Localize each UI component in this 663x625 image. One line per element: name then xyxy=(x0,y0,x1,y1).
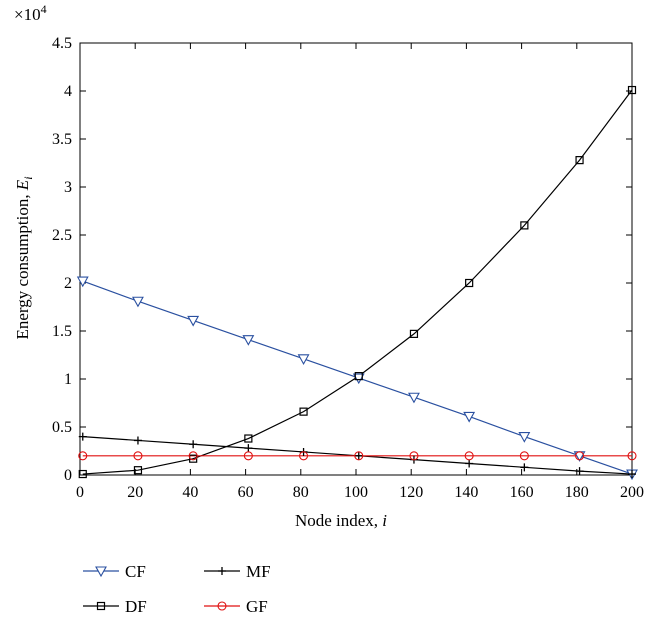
data-point-gf xyxy=(133,451,143,461)
x-tick-label: 120 xyxy=(399,484,423,501)
data-point-df xyxy=(299,407,308,416)
data-point-df xyxy=(78,469,87,479)
data-point-gf xyxy=(354,451,364,461)
data-point-mf xyxy=(189,440,198,449)
y-axis-multiplier: ×104 xyxy=(14,2,47,24)
y-tick-label: 4.5 xyxy=(52,35,72,52)
data-point-cf xyxy=(408,392,420,404)
legend-label-gf: GF xyxy=(246,597,268,616)
x-tick-label: 180 xyxy=(565,484,589,501)
data-point-mf xyxy=(78,432,87,441)
y-tick-label: 0.5 xyxy=(52,419,72,436)
data-point-cf xyxy=(242,335,255,346)
y-tick-label: 1.5 xyxy=(52,323,72,340)
data-point-gf xyxy=(627,451,637,461)
legend-label-df: DF xyxy=(125,597,147,616)
series-markers xyxy=(76,85,638,481)
data-point-df xyxy=(409,329,419,338)
data-point-cf xyxy=(297,354,310,365)
legend-label-mf: MF xyxy=(246,562,271,581)
x-tick-label: 100 xyxy=(344,484,368,501)
series-line-df xyxy=(82,89,633,475)
x-tick-label: 200 xyxy=(620,484,644,501)
data-point-df xyxy=(133,466,143,475)
data-point-df xyxy=(627,85,637,95)
data-point-cf xyxy=(187,315,200,327)
plot-frame xyxy=(79,42,633,476)
data-point-cf xyxy=(352,373,365,385)
plot-area xyxy=(79,42,633,476)
data-point-cf xyxy=(132,296,144,308)
data-point-cf xyxy=(76,276,89,288)
y-tick-label: 3.5 xyxy=(52,131,72,148)
x-axis-label: Node index, i xyxy=(295,511,387,530)
data-point-gf xyxy=(243,451,253,461)
x-tick-label: 60 xyxy=(238,484,254,501)
data-point-mf xyxy=(465,459,474,468)
legend-item-cf: CF xyxy=(83,562,146,581)
series-lines xyxy=(82,89,633,475)
y-tick-label: 3 xyxy=(64,179,72,196)
legend-item-mf: MF xyxy=(204,562,271,581)
legend-item-df: DF xyxy=(83,597,147,616)
data-point-mf xyxy=(575,467,584,476)
data-point-cf xyxy=(518,432,531,443)
data-point-mf xyxy=(520,463,529,472)
data-point-df xyxy=(354,372,363,381)
legend-marker-mf xyxy=(218,567,226,575)
y-axis-label: Energy consumption, Ei xyxy=(13,176,35,339)
x-tick-label: 140 xyxy=(454,484,478,501)
data-point-df xyxy=(465,278,474,288)
y-tick-label: 0 xyxy=(64,467,72,484)
data-point-df xyxy=(244,434,253,443)
data-point-gf xyxy=(78,451,88,461)
data-point-mf xyxy=(133,436,142,445)
legend-item-gf: GF xyxy=(204,597,268,616)
data-point-df xyxy=(575,156,584,165)
data-point-df xyxy=(520,221,529,230)
data-point-mf xyxy=(628,470,636,479)
y-tick-label: 2 xyxy=(64,275,72,292)
data-point-gf xyxy=(575,451,585,461)
axis-ticks: 0 20 40 60 80 100 120 140 160 180 200 0 0.5 1 1.5 2 2.5 3… xyxy=(52,35,644,501)
data-point-cf xyxy=(463,411,476,423)
legend-label-cf: CF xyxy=(125,562,146,581)
legend-marker-cf xyxy=(95,566,107,578)
data-point-mf xyxy=(354,451,363,460)
y-tick-label: 2.5 xyxy=(52,227,72,244)
x-tick-label: 0 xyxy=(76,484,84,501)
x-tick-label: 160 xyxy=(510,484,534,501)
data-point-gf xyxy=(188,451,198,461)
data-point-gf xyxy=(299,451,309,461)
x-tick-label: 40 xyxy=(182,484,198,501)
data-point-gf xyxy=(464,451,474,461)
data-point-mf xyxy=(244,444,253,453)
y-tick-label: 4 xyxy=(64,83,72,100)
data-point-gf xyxy=(409,451,419,461)
legend-marker-gf xyxy=(217,601,227,611)
x-tick-label: 80 xyxy=(293,484,309,501)
data-point-gf xyxy=(519,451,529,461)
legend-marker-df xyxy=(96,601,106,611)
x-tick-label: 20 xyxy=(127,484,143,501)
y-tick-label: 1 xyxy=(64,371,72,388)
legend: CF MF DF GF xyxy=(83,562,271,616)
